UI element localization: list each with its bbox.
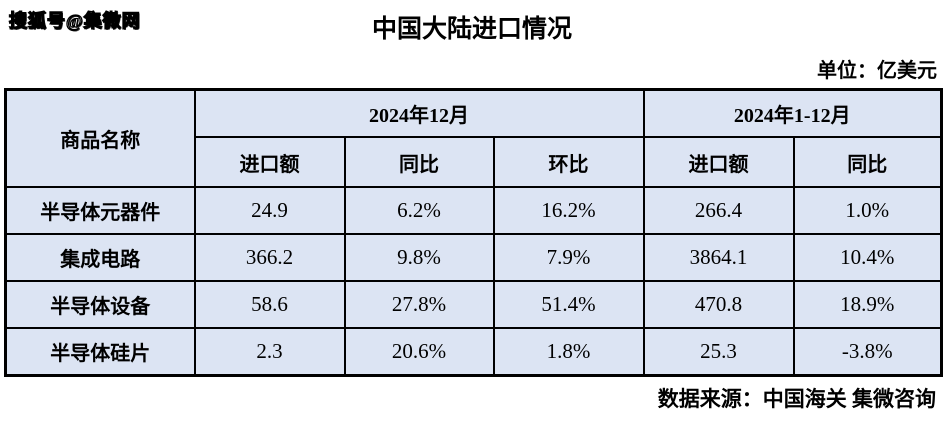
- row-label: 半导体硅片: [4, 327, 196, 377]
- cell-ytd-yoy: 10.4%: [792, 233, 943, 282]
- watermark-sohu-jiweinet: 搜狐号@集微网: [8, 10, 141, 31]
- cell-dec-yoy: 20.6%: [343, 327, 495, 377]
- table-row-semiconductor-components: 半导体元器件 24.9 6.2% 16.2% 266.4 1.0%: [4, 186, 943, 235]
- cell-dec-yoy: 27.8%: [343, 280, 495, 329]
- column-header-product-name: 商品名称: [4, 88, 196, 188]
- column-group-header-jan-dec-2024: 2024年1-12月: [642, 88, 943, 138]
- table-row-integrated-circuits: 集成电路 366.2 9.8% 7.9% 3864.1 10.4%: [4, 233, 943, 282]
- cell-dec-mom: 7.9%: [492, 233, 645, 282]
- cell-ytd-import: 266.4: [642, 186, 795, 235]
- table-row-semiconductor-silicon-wafers: 半导体硅片 2.3 20.6% 1.8% 25.3 -3.8%: [4, 327, 943, 377]
- cell-dec-import: 2.3: [193, 327, 346, 377]
- cell-dec-import: 58.6: [193, 280, 346, 329]
- cell-ytd-import: 25.3: [642, 327, 795, 377]
- column-header-ytd-yoy: 同比: [792, 136, 943, 188]
- table-row-semiconductor-equipment: 半导体设备 58.6 27.8% 51.4% 470.8 18.9%: [4, 280, 943, 329]
- cell-dec-mom: 16.2%: [492, 186, 645, 235]
- column-group-header-dec-2024: 2024年12月: [193, 88, 645, 138]
- table-header-group-row: 商品名称 2024年12月 2024年1-12月: [4, 88, 943, 188]
- cell-dec-import: 24.9: [193, 186, 346, 235]
- cell-ytd-yoy: -3.8%: [792, 327, 943, 377]
- table-header-sub-row: 进口额 同比 环比 进口额 同比: [6, 136, 943, 188]
- column-header-ytd-import-value: 进口额: [642, 136, 795, 188]
- cell-dec-yoy: 9.8%: [343, 233, 495, 282]
- cell-ytd-yoy: 1.0%: [792, 186, 943, 235]
- cell-ytd-yoy: 18.9%: [792, 280, 943, 329]
- unit-label: 单位：亿美元: [817, 60, 937, 82]
- row-label: 集成电路: [4, 233, 196, 282]
- data-source-label: 数据来源：中国海关 集微咨询: [657, 387, 936, 411]
- column-header-dec-yoy: 同比: [343, 136, 495, 188]
- cell-ytd-import: 470.8: [642, 280, 795, 329]
- row-label: 半导体设备: [4, 280, 196, 329]
- column-header-dec-mom: 环比: [492, 136, 645, 188]
- page-title: 中国大陆进口情况: [371, 16, 572, 43]
- cell-dec-yoy: 6.2%: [343, 186, 495, 235]
- cell-dec-import: 366.2: [193, 233, 346, 282]
- row-label: 半导体元器件: [4, 186, 196, 235]
- import-data-table: 商品名称 2024年12月 2024年1-12月 进口额 同比 环比 进口额 同…: [4, 88, 944, 377]
- cell-dec-mom: 1.8%: [492, 327, 645, 377]
- column-header-dec-import-value: 进口额: [193, 136, 346, 188]
- cell-dec-mom: 51.4%: [492, 280, 645, 329]
- cell-ytd-import: 3864.1: [642, 233, 795, 282]
